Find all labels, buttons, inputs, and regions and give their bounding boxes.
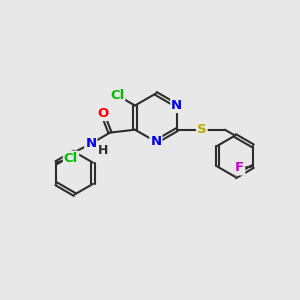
Text: Cl: Cl [110,89,124,102]
Text: N: N [150,135,161,148]
Text: O: O [97,107,108,120]
Text: H: H [98,144,108,157]
Text: Cl: Cl [64,152,78,165]
Text: N: N [171,99,182,112]
Text: S: S [197,123,207,136]
Text: F: F [235,161,244,175]
Text: N: N [85,137,96,150]
